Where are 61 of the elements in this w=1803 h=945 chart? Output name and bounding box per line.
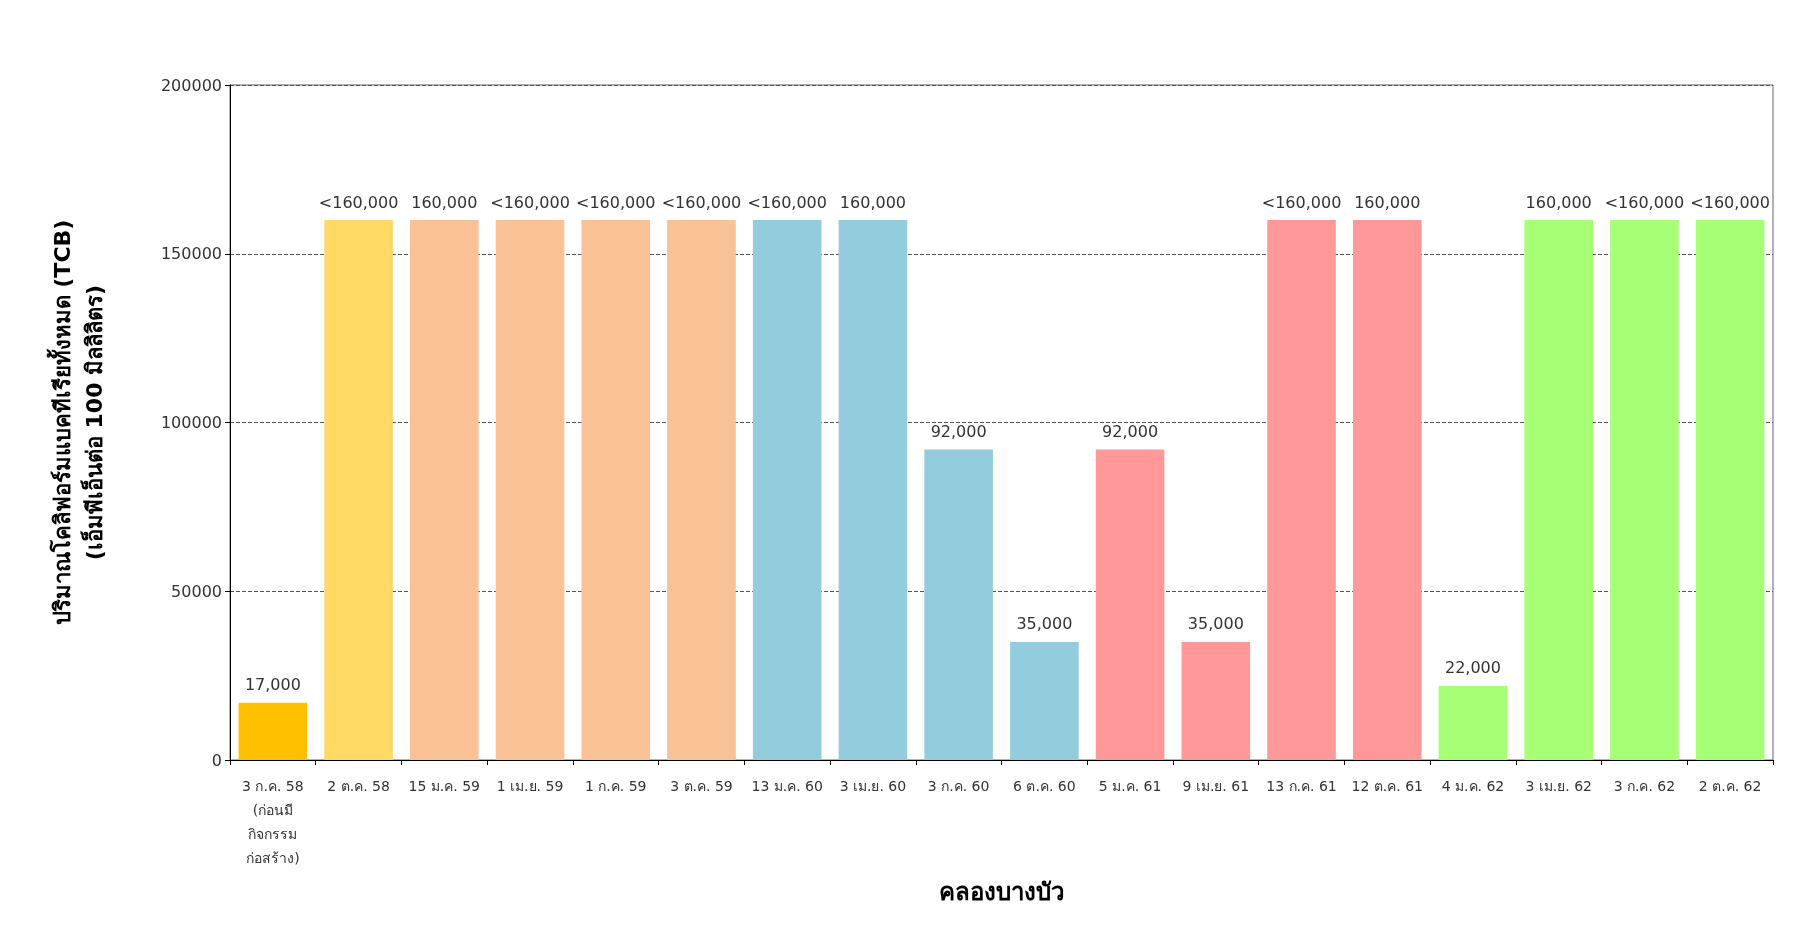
data-label: <160,000 (1604, 192, 1685, 212)
x-tick-label: 3 ต.ค. 59 (670, 778, 733, 794)
bar (1695, 220, 1765, 760)
bar (1181, 641, 1251, 760)
x-tick-label: 2 ต.ค. 62 (1698, 778, 1762, 794)
x-tick-label: 9 เม.ย. 61 (1182, 778, 1250, 794)
data-label: 160,000 (839, 192, 906, 212)
data-label: <160,000 (661, 192, 742, 212)
data-label: 160,000 (411, 192, 478, 212)
bar (667, 220, 736, 760)
x-tick-label: 12 ต.ค. 61 (1351, 778, 1423, 794)
x-tick-label: 1 ก.ค. 59 (584, 778, 647, 794)
data-label: <160,000 (318, 192, 399, 212)
x-tick-label: 3 เม.ย. 60 (839, 778, 907, 794)
x-tick-label: 3 ก.ค. 58 (ก่อนมี กิจกรรม ก่อสร้าง) (242, 778, 304, 866)
x-tick-label: 6 ต.ค. 60 (1013, 778, 1076, 794)
x-tick-label: 15 ม.ค. 59 (408, 778, 481, 794)
data-label: <160,000 (490, 192, 570, 212)
y-axis-title: ปริมาณโคลิฟอร์มแบคทีเรียทั้งหมด (TCB) (เอ็มพีเอ็นต่อ 100 มิลลิลิตร) (45, 219, 107, 626)
data-label: 17,000 (244, 675, 301, 695)
bar (1095, 449, 1165, 760)
bar (1267, 220, 1336, 760)
data-label: 35,000 (1187, 614, 1244, 634)
bar (1438, 685, 1508, 760)
y-tick-label: 0 (211, 750, 222, 770)
x-tick-label: 3 ก.ค. 60 (927, 778, 990, 794)
data-label: 160,000 (1354, 192, 1421, 212)
x-tick-label: 4 ม.ค. 62 (1441, 778, 1505, 794)
x-tick-label: 13 ม.ค. 60 (751, 778, 823, 794)
data-label: <160,000 (747, 192, 827, 212)
data-label: <160,000 (1690, 192, 1770, 212)
bar (324, 220, 393, 760)
bar (1352, 220, 1422, 760)
bar (1010, 641, 1079, 760)
bar (410, 220, 479, 760)
bar (495, 220, 565, 760)
data-label: 35,000 (1016, 614, 1073, 634)
y-tick-label: 200000 (160, 75, 222, 95)
data-label: 160,000 (1525, 192, 1592, 212)
x-tick-label: 5 ม.ค. 61 (1098, 778, 1162, 794)
data-label: 22,000 (1444, 658, 1501, 678)
y-tick-label: 50000 (171, 581, 222, 601)
y-tick-label: 100000 (160, 413, 222, 432)
y-tick-label: 150000 (160, 244, 222, 264)
x-tick-label: 13 ก.ค. 61 (1266, 778, 1337, 794)
x-tick-label: 3 ก.ค. 62 (1613, 778, 1676, 794)
bar (1610, 220, 1679, 760)
bar (238, 702, 308, 760)
bar (581, 220, 651, 760)
bar (752, 220, 822, 760)
bar (838, 220, 908, 760)
data-label: <160,000 (1261, 192, 1342, 212)
bar (1524, 220, 1593, 760)
x-axis-title: คลองบางบัว (939, 878, 1064, 906)
x-tick-label: 2 ต.ค. 58 (327, 778, 390, 794)
x-tick-label: 1 เม.ย. 59 (496, 778, 564, 794)
data-label: <160,000 (575, 192, 656, 212)
data-label: 92,000 (930, 422, 987, 441)
bar (924, 449, 993, 760)
data-label: 92,000 (1102, 422, 1159, 441)
x-tick-label: 3 เม.ย. 62 (1525, 778, 1592, 794)
